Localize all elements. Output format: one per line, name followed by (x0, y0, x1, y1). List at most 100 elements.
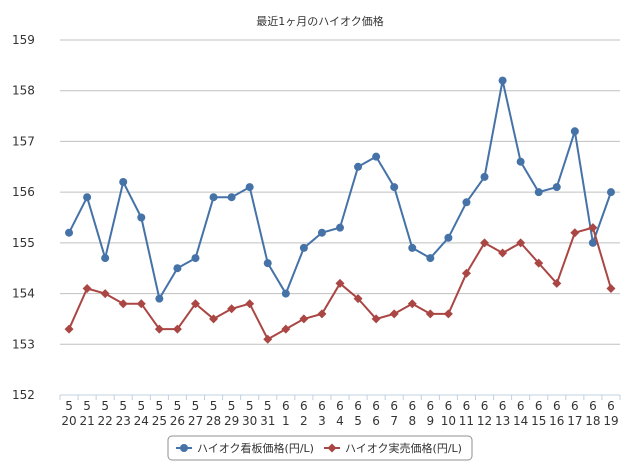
x-tick-day: 26 (170, 414, 185, 428)
data-point[interactable] (172, 324, 182, 334)
data-point[interactable] (443, 309, 453, 319)
x-tick-month: 5 (210, 399, 218, 413)
y-tick-label: 158 (12, 84, 35, 98)
x-tick-month: 6 (372, 399, 380, 413)
data-point[interactable] (534, 258, 544, 268)
data-point[interactable] (516, 157, 525, 166)
data-point[interactable] (317, 309, 327, 319)
data-point[interactable] (191, 254, 200, 263)
data-point[interactable] (154, 324, 164, 334)
x-tick-month: 6 (535, 399, 543, 413)
data-point[interactable] (65, 228, 74, 237)
data-point[interactable] (119, 178, 128, 186)
y-tick-label: 155 (12, 236, 35, 250)
x-tick-day: 30 (242, 414, 257, 428)
y-tick-label: 159 (12, 33, 35, 47)
data-point[interactable] (462, 198, 471, 207)
data-point[interactable] (353, 294, 363, 304)
data-point[interactable] (552, 183, 561, 192)
legend-item-signboard[interactable]: ハイオク看板価格(円/L) (176, 441, 314, 455)
data-point[interactable] (408, 243, 417, 252)
data-point[interactable] (209, 314, 219, 324)
legend-box (167, 435, 473, 461)
y-tick-label: 157 (12, 134, 35, 148)
x-tick-month: 6 (517, 399, 525, 413)
data-point[interactable] (389, 309, 399, 319)
data-point[interactable] (136, 299, 146, 309)
data-point[interactable] (263, 259, 272, 268)
x-tick-day: 15 (531, 414, 546, 428)
data-point[interactable] (64, 324, 74, 334)
data-point[interactable] (425, 309, 435, 319)
data-point[interactable] (534, 188, 543, 197)
data-point[interactable] (588, 223, 598, 233)
x-tick-month: 6 (282, 399, 290, 413)
series-actual (64, 223, 616, 344)
data-point[interactable] (552, 278, 562, 288)
data-point[interactable] (570, 228, 580, 238)
legend-item-actual[interactable]: ハイオク実売価格(円/L) (324, 441, 462, 455)
data-point[interactable] (118, 299, 128, 309)
data-point[interactable] (190, 299, 200, 309)
y-tick-label: 156 (12, 185, 35, 199)
x-tick-day: 31 (260, 414, 275, 428)
x-tick-month: 6 (336, 399, 344, 413)
data-point[interactable] (390, 183, 399, 192)
x-tick-month: 6 (481, 399, 489, 413)
data-point[interactable] (155, 294, 164, 303)
data-point[interactable] (82, 284, 92, 293)
data-point[interactable] (263, 334, 273, 344)
x-tick-day: 23 (116, 414, 131, 428)
data-point[interactable] (480, 238, 490, 248)
data-point[interactable] (245, 183, 254, 192)
x-tick-month: 5 (264, 399, 272, 413)
data-point[interactable] (101, 254, 110, 263)
legend[interactable]: ハイオク看板価格(円/L) ハイオク実売価格(円/L) (167, 435, 473, 461)
x-tick-month: 6 (463, 399, 471, 413)
x-tick-month: 6 (390, 399, 398, 413)
data-point[interactable] (588, 238, 597, 247)
data-point[interactable] (480, 172, 489, 181)
x-tick-day: 14 (513, 414, 528, 428)
data-point[interactable] (444, 233, 453, 242)
data-point[interactable] (335, 278, 345, 288)
data-point[interactable] (317, 228, 326, 237)
x-tick-day: 11 (459, 414, 474, 428)
data-point[interactable] (336, 223, 344, 232)
data-point[interactable] (606, 284, 616, 293)
x-tick-day: 25 (152, 414, 167, 428)
data-point[interactable] (371, 314, 381, 324)
data-point[interactable] (516, 238, 526, 248)
x-tick-month: 6 (427, 399, 435, 413)
data-point[interactable] (281, 324, 291, 334)
data-point[interactable] (498, 76, 507, 85)
y-tick-label: 152 (12, 388, 35, 402)
data-point[interactable] (570, 127, 579, 136)
data-point[interactable] (209, 193, 218, 202)
data-point[interactable] (426, 254, 435, 263)
data-point[interactable] (137, 213, 146, 222)
data-point[interactable] (245, 299, 255, 309)
data-point[interactable] (498, 248, 508, 258)
y-tick-label: 154 (12, 287, 35, 301)
data-point[interactable] (354, 162, 363, 171)
data-point[interactable] (100, 289, 110, 299)
data-point[interactable] (227, 304, 237, 314)
data-point[interactable] (299, 243, 308, 252)
chart-title: 最近1ヶ月のハイオク価格 (256, 14, 384, 28)
data-point[interactable] (606, 188, 615, 197)
x-tick-day: 5 (354, 414, 362, 428)
data-point[interactable] (83, 193, 92, 202)
data-point[interactable] (299, 314, 309, 324)
series-signboard (65, 76, 615, 303)
x-tick-day: 12 (477, 414, 492, 428)
data-point[interactable] (407, 299, 417, 309)
x-tick-month: 5 (137, 399, 145, 413)
x-tick-day: 13 (495, 414, 510, 428)
data-point[interactable] (281, 289, 290, 298)
data-point[interactable] (372, 152, 381, 161)
data-point[interactable] (227, 193, 236, 202)
x-tick-day: 4 (336, 414, 344, 428)
data-point[interactable] (173, 264, 182, 273)
data-point[interactable] (461, 268, 471, 278)
